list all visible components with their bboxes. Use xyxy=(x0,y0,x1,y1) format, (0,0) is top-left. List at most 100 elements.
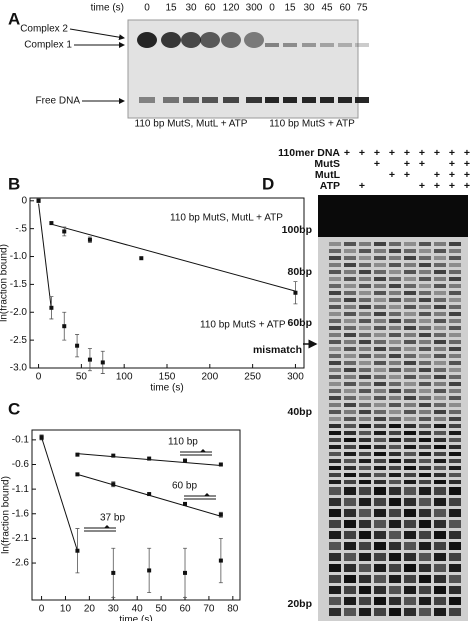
band-label: Complex 1 xyxy=(24,40,72,51)
gel-band xyxy=(449,270,461,274)
gel-band xyxy=(374,586,386,594)
gel-band xyxy=(359,291,371,295)
series-label: 37 bp xyxy=(100,513,125,524)
gel-band xyxy=(404,291,416,295)
gel-band xyxy=(419,487,431,495)
gel-band xyxy=(419,480,431,484)
gel-band xyxy=(434,256,446,260)
gel-band xyxy=(359,608,371,616)
gel-band xyxy=(359,410,371,414)
gel-band xyxy=(434,305,446,309)
x-axis-label: time (s) xyxy=(119,615,152,621)
gel-band xyxy=(419,354,431,358)
gel-band xyxy=(355,43,369,47)
gel-band xyxy=(449,368,461,372)
gel-band xyxy=(419,305,431,309)
data-point xyxy=(75,343,80,348)
gel-band xyxy=(389,410,401,414)
gel-band xyxy=(404,410,416,414)
gel-band xyxy=(359,298,371,302)
lane-group: 110 bp MutS + ATP xyxy=(269,119,355,130)
gel-band xyxy=(374,608,386,616)
gel-band xyxy=(419,597,431,605)
y-tick-label: -2.1 xyxy=(12,533,30,544)
gel-band xyxy=(434,354,446,358)
gel-band xyxy=(359,375,371,379)
gel-band xyxy=(374,333,386,337)
x-axis-label: time (s) xyxy=(150,383,183,394)
gel-band xyxy=(404,542,416,550)
row-mark: + xyxy=(464,147,470,159)
gel-band xyxy=(329,424,341,428)
time-tick: 60 xyxy=(339,3,351,14)
gel-band xyxy=(344,531,356,539)
gel-band xyxy=(404,553,416,561)
gel-band xyxy=(374,312,386,316)
data-point xyxy=(62,229,67,234)
gel-band xyxy=(283,97,297,103)
gel-band xyxy=(404,396,416,400)
gel-band xyxy=(374,403,386,407)
row-mark: + xyxy=(434,169,440,181)
dna-icon xyxy=(200,449,206,452)
gel-band xyxy=(344,410,356,414)
gel-band xyxy=(404,564,416,572)
row-mark: + xyxy=(389,169,395,181)
time-tick: 75 xyxy=(356,3,368,14)
gel-band xyxy=(344,452,356,456)
dna-icon xyxy=(204,493,210,496)
gel-band xyxy=(434,586,446,594)
gel-band xyxy=(359,340,371,344)
gel-band xyxy=(374,242,386,246)
gel-band xyxy=(359,575,371,583)
gel-band xyxy=(374,520,386,528)
gel-band xyxy=(359,473,371,477)
gel-band xyxy=(183,97,199,103)
gel-band xyxy=(374,347,386,351)
gel-band xyxy=(329,452,341,456)
gel-band xyxy=(419,403,431,407)
gel-band xyxy=(449,249,461,253)
gel-band xyxy=(374,473,386,477)
gel-band xyxy=(449,520,461,528)
gel-band xyxy=(344,347,356,351)
gel-band xyxy=(344,291,356,295)
y-axis-label: ln(fraction bound) xyxy=(1,476,12,554)
gel-band xyxy=(419,340,431,344)
gel-band xyxy=(404,438,416,442)
gel-band xyxy=(344,438,356,442)
y-tick-label: -1.1 xyxy=(12,484,30,495)
gel-band xyxy=(434,333,446,337)
gel-band xyxy=(374,389,386,393)
data-point xyxy=(218,512,223,517)
gel-band xyxy=(359,396,371,400)
gel-band xyxy=(419,466,431,470)
gel-band xyxy=(344,382,356,386)
gel-band xyxy=(374,431,386,435)
gel-band xyxy=(404,498,416,506)
gel-band xyxy=(419,438,431,442)
gel-band xyxy=(221,32,241,48)
gel-band xyxy=(434,480,446,484)
gel-band xyxy=(359,509,371,517)
gel-band xyxy=(344,242,356,246)
gel-band xyxy=(344,459,356,463)
gel-band xyxy=(344,520,356,528)
gel-band xyxy=(329,291,341,295)
row-mark: + xyxy=(374,147,380,159)
gel-band xyxy=(359,564,371,572)
gel-band xyxy=(359,431,371,435)
y-tick-label: -2.0 xyxy=(10,307,28,318)
gel-band xyxy=(359,586,371,594)
gel-a xyxy=(127,19,359,119)
gel-band xyxy=(449,473,461,477)
gel-band xyxy=(329,270,341,274)
gel-band xyxy=(404,284,416,288)
fit-line xyxy=(38,203,52,310)
gel-band xyxy=(419,553,431,561)
data-point xyxy=(139,256,144,261)
gel-band xyxy=(389,498,401,506)
gel-band xyxy=(374,375,386,379)
gel-band xyxy=(449,396,461,400)
gel-band xyxy=(434,431,446,435)
